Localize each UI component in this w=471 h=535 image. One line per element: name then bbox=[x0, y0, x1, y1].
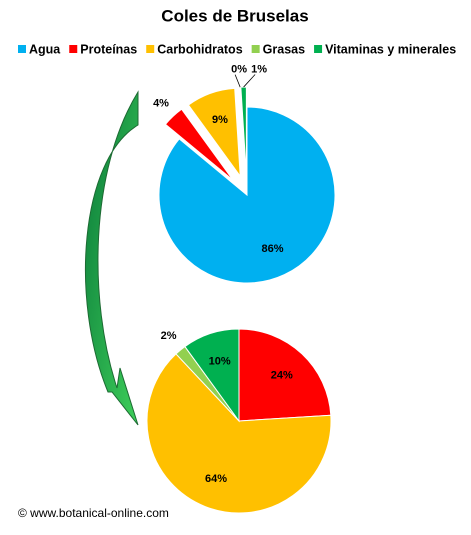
pie-slice bbox=[158, 106, 336, 284]
pie-slice bbox=[146, 353, 332, 514]
chart-title: Coles de Bruselas bbox=[161, 6, 308, 25]
data-label: 4% bbox=[153, 97, 169, 109]
data-label: 10% bbox=[209, 355, 231, 367]
legend-label: Vitaminas y minerales bbox=[325, 42, 456, 56]
legend-swatch bbox=[69, 45, 78, 53]
pie-slice bbox=[239, 87, 247, 176]
pie-slice bbox=[164, 108, 234, 181]
data-label: 86% bbox=[261, 243, 283, 255]
pie-slice bbox=[187, 87, 241, 178]
data-label: 24% bbox=[271, 369, 293, 381]
data-label: 1% bbox=[251, 63, 267, 75]
data-label: 9% bbox=[212, 114, 228, 126]
pie-slice bbox=[184, 328, 240, 423]
pie-slice bbox=[238, 328, 332, 422]
legend: Agua Proteínas Carbohidratos Grasas Vitamina… bbox=[18, 42, 456, 56]
legend-label: Grasas bbox=[263, 42, 305, 56]
legend-swatch bbox=[146, 45, 155, 53]
legend-label: Carbohidratos bbox=[157, 42, 242, 56]
arrow bbox=[84, 90, 139, 426]
legend-swatch bbox=[314, 45, 323, 53]
data-label: 64% bbox=[205, 473, 227, 485]
leader-line bbox=[243, 74, 256, 88]
legend-label: Agua bbox=[29, 42, 61, 56]
legend-label: Proteínas bbox=[80, 42, 137, 56]
legend-swatch bbox=[18, 45, 26, 53]
data-label: 2% bbox=[161, 330, 177, 342]
leader-line bbox=[234, 74, 241, 88]
footer: © www.botanical-online.com bbox=[18, 506, 169, 520]
pie-slice bbox=[240, 86, 247, 176]
legend-swatch bbox=[251, 45, 260, 53]
data-label: 0% bbox=[231, 64, 247, 76]
